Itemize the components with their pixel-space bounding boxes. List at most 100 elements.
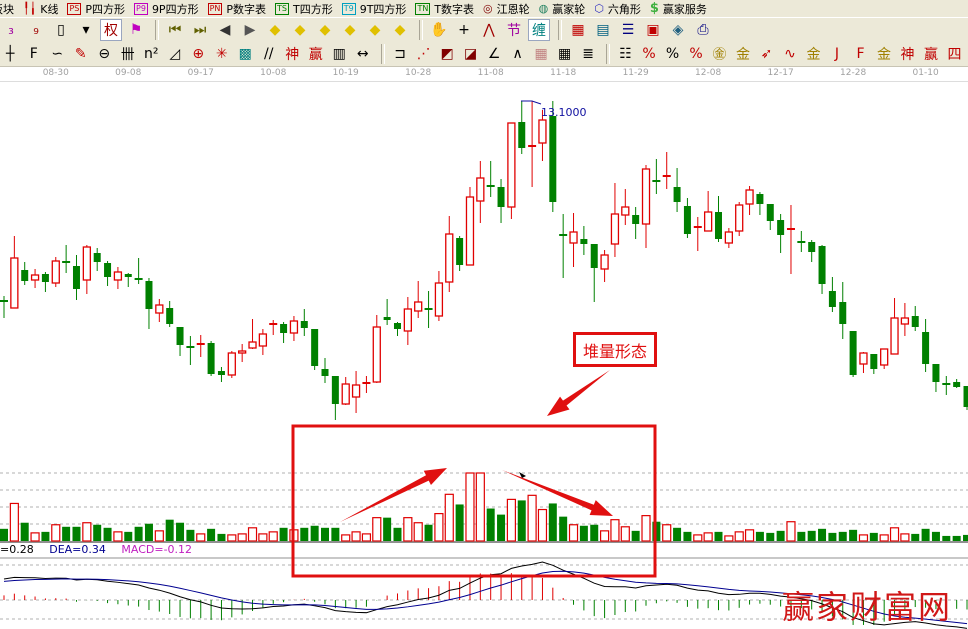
grid-icon[interactable]: ▩ bbox=[238, 46, 252, 62]
percent-red-icon[interactable]: % bbox=[642, 46, 656, 62]
spiral-icon[interactable]: ∽ bbox=[51, 46, 64, 62]
menu-item-hexagon[interactable]: ⬡ 六角形 bbox=[594, 1, 641, 17]
candle-down bbox=[331, 376, 339, 404]
shen-angle-icon[interactable]: 神 bbox=[900, 47, 915, 63]
dropdown-icon[interactable]: ▾ bbox=[82, 22, 90, 38]
volume-bar-down bbox=[818, 528, 827, 541]
gold-angle-icon[interactable]: 金 bbox=[876, 47, 891, 63]
diamond-right-icon[interactable]: ◆ bbox=[294, 22, 306, 38]
diamond-horizontal-icon[interactable]: ◆ bbox=[319, 22, 331, 38]
toolbar-separator bbox=[558, 20, 562, 40]
volume-bar-down bbox=[207, 528, 216, 541]
rights-icon[interactable]: 权 bbox=[100, 19, 122, 41]
hand-icon[interactable]: ✋ bbox=[430, 22, 448, 38]
pen-icon[interactable]: ✎ bbox=[74, 46, 87, 62]
menu-item-ps[interactable]: PS P四方形 bbox=[67, 1, 125, 17]
sine-icon[interactable]: ∿ bbox=[784, 46, 796, 62]
bars-icon[interactable]: 卌 bbox=[120, 47, 135, 63]
fib-icon[interactable]: F bbox=[29, 46, 38, 62]
fan-icon[interactable]: ⋰ bbox=[416, 46, 431, 62]
menu-item-big-wheel[interactable]: ◍ 赢家轮 bbox=[539, 1, 586, 17]
menu-item-tn[interactable]: TN T数字表 bbox=[415, 1, 474, 17]
network-icon[interactable]: ◈ bbox=[672, 22, 684, 38]
j-angle-icon[interactable]: J bbox=[834, 46, 840, 62]
polyline-icon[interactable]: ⋀ bbox=[483, 22, 495, 38]
next-icon[interactable]: ▶ bbox=[244, 22, 256, 38]
target-icon[interactable]: ⊕ bbox=[192, 46, 205, 62]
volume-bar-down bbox=[331, 527, 340, 541]
menu-item-pn[interactable]: PN P数字表 bbox=[207, 1, 266, 17]
grid-black-icon[interactable]: ▦ bbox=[557, 46, 572, 62]
diamond-vertical-icon[interactable]: ◆ bbox=[394, 22, 406, 38]
angle-icon[interactable]: ∠ bbox=[487, 46, 501, 62]
square-fan-icon[interactable]: ◩ bbox=[440, 46, 454, 62]
diamond-left-icon[interactable]: ◆ bbox=[269, 22, 281, 38]
menu-item-ts[interactable]: TS T四方形 bbox=[275, 1, 333, 17]
calendar-icon[interactable]: ▦ bbox=[571, 22, 585, 38]
candle-up bbox=[507, 122, 516, 208]
calculator-icon[interactable]: ▤ bbox=[596, 22, 610, 38]
volume-bar-down bbox=[321, 527, 330, 541]
diamond-in-icon[interactable]: ◆ bbox=[344, 22, 356, 38]
grid-red-icon[interactable]: ▦ bbox=[534, 46, 548, 62]
menu-item-p9[interactable]: P9 9P四方形 bbox=[134, 1, 199, 17]
parallel-icon[interactable]: // bbox=[264, 46, 274, 62]
menu-item-sector[interactable]: 板块 bbox=[0, 1, 14, 17]
star-icon[interactable]: ✳ bbox=[215, 46, 228, 62]
menu-item-label: 9P四方形 bbox=[151, 2, 199, 16]
lines-icon[interactable]: ≣ bbox=[582, 46, 594, 62]
volume-bar-up bbox=[465, 472, 475, 542]
ying-icon[interactable]: 赢 bbox=[308, 47, 323, 63]
kline3-icon[interactable]: ₃ bbox=[8, 22, 14, 38]
menu-item-gann-wheel[interactable]: ◎ 江恩轮 bbox=[483, 1, 530, 17]
menu-item-t9[interactable]: T9 9T四方形 bbox=[341, 1, 407, 17]
level-icon[interactable]: ☷ bbox=[619, 46, 632, 62]
save-icon[interactable]: ▣ bbox=[646, 22, 660, 38]
ying-angle-icon[interactable]: 赢 bbox=[923, 47, 938, 63]
volume-bar-down bbox=[755, 531, 764, 541]
ruler-icon[interactable]: ┼ bbox=[6, 46, 15, 62]
tn-icon: TN bbox=[415, 2, 431, 15]
printer-icon[interactable]: ⎙ bbox=[697, 22, 709, 38]
box-icon[interactable]: ⊐ bbox=[394, 46, 406, 62]
circle-icon[interactable]: ⊖ bbox=[98, 46, 111, 62]
candle-icon[interactable]: ▯ bbox=[57, 22, 65, 38]
gold-line-icon[interactable]: 金 bbox=[735, 47, 750, 63]
rocket-icon[interactable]: ➶ bbox=[760, 46, 773, 62]
candle-down bbox=[808, 242, 816, 252]
p9-icon: P9 bbox=[134, 2, 148, 15]
prev-icon[interactable]: ◀ bbox=[219, 22, 231, 38]
volume-bar-up bbox=[268, 531, 278, 542]
volume-bar-down bbox=[673, 527, 682, 541]
f-angle-icon[interactable]: F bbox=[856, 46, 865, 62]
gold-circle-icon[interactable]: ㊎ bbox=[712, 47, 727, 63]
width-icon[interactable]: ↔ bbox=[356, 46, 369, 62]
wave-icon[interactable]: ∧ bbox=[512, 46, 523, 62]
percent-line-icon[interactable]: % bbox=[689, 46, 703, 62]
square-fan2-icon[interactable]: ◪ bbox=[463, 46, 478, 62]
diamond-cross-icon[interactable]: ◆ bbox=[369, 22, 381, 38]
node-icon[interactable]: 节 bbox=[507, 23, 521, 39]
flag-icon[interactable]: ⚑ bbox=[129, 22, 143, 38]
last-icon[interactable]: ⏭ bbox=[193, 22, 207, 38]
n2-icon[interactable]: n² bbox=[144, 46, 159, 62]
numbers-icon[interactable]: ▥ bbox=[332, 46, 346, 62]
notes-icon[interactable]: ☰ bbox=[621, 22, 635, 38]
chan-icon[interactable]: 缠 bbox=[528, 19, 550, 41]
shen-icon[interactable]: 神 bbox=[285, 47, 300, 63]
volume-bar-down bbox=[300, 527, 309, 541]
menu-item-kline[interactable]: ╿╽ K线 bbox=[23, 1, 58, 17]
volume-bar-up bbox=[620, 526, 630, 542]
kline9-icon[interactable]: ₉ bbox=[33, 22, 39, 38]
menu-item-dollar[interactable]: $ 赢家服务 bbox=[650, 1, 707, 17]
percent-icon[interactable]: % bbox=[665, 46, 680, 62]
menu-item-label: 9T四方形 bbox=[359, 2, 407, 16]
si-angle-icon[interactable]: 四 bbox=[947, 47, 962, 63]
first-icon[interactable]: ⏮ bbox=[168, 22, 182, 38]
gold-icon[interactable]: 金 bbox=[806, 47, 821, 63]
triangle-icon[interactable]: ◿ bbox=[169, 46, 181, 62]
crosshair-icon[interactable]: + bbox=[458, 22, 470, 38]
candle-up bbox=[258, 333, 268, 347]
volume-bar-down bbox=[279, 527, 288, 541]
